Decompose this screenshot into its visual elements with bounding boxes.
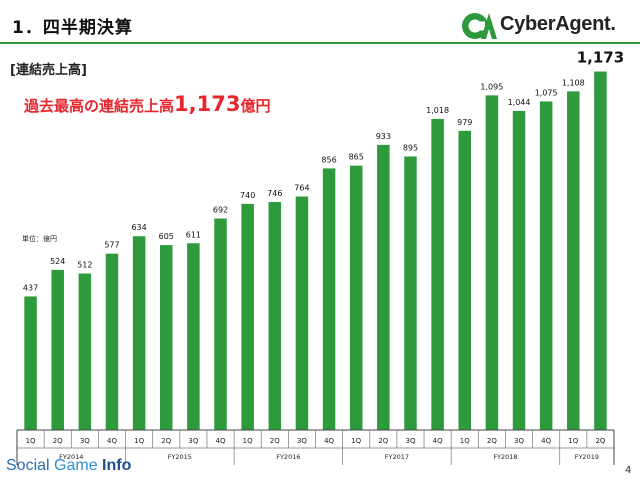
bar-value-label-18: 1,095	[480, 82, 503, 91]
bar-value-label-5: 634	[131, 223, 146, 232]
quarter-label-20: 4Q	[541, 437, 551, 445]
bar-4	[105, 253, 119, 430]
quarter-label-5: 1Q	[134, 437, 144, 445]
quarter-label-21: 1Q	[568, 437, 578, 445]
quarter-label-1: 1Q	[26, 437, 36, 445]
bar-value-label-11: 764	[294, 184, 309, 193]
quarter-label-11: 3Q	[297, 437, 307, 445]
bar-19	[512, 110, 526, 430]
bar-value-label-3: 512	[77, 261, 92, 270]
quarter-label-10: 2Q	[270, 437, 280, 445]
bar-18	[485, 95, 499, 431]
bar-value-label-12: 856	[321, 155, 336, 164]
quarter-label-13: 1Q	[351, 437, 361, 445]
bar-value-label-13: 865	[349, 153, 364, 162]
bar-1	[24, 296, 37, 430]
bar-6	[160, 245, 173, 430]
fy-label-5: FY2018	[493, 453, 517, 461]
bar-value-label-15: 895	[403, 143, 418, 152]
page-number: 4	[625, 465, 632, 476]
fy-label-4: FY2017	[385, 453, 409, 461]
bar-3	[78, 273, 92, 430]
cyberagent-logo: CyberAgent.	[460, 11, 632, 41]
unit-label: 単位：億円	[22, 235, 57, 243]
bar-17	[458, 130, 471, 430]
bar-5	[132, 236, 146, 430]
quarter-label-2: 2Q	[53, 437, 63, 445]
quarter-label-6: 2Q	[161, 437, 171, 445]
bar-value-label-20: 1,075	[535, 88, 558, 97]
fy-label-3: FY2016	[276, 453, 300, 461]
fy-label-1: FY2014	[59, 453, 83, 461]
bar-8	[214, 218, 227, 430]
quarter-label-19: 3Q	[514, 437, 524, 445]
bar-value-label-7: 611	[186, 230, 201, 239]
quarter-label-22: 2Q	[595, 437, 605, 445]
bar-value-label-9: 740	[240, 191, 255, 200]
quarter-label-12: 4Q	[324, 437, 334, 445]
quarter-label-4: 4Q	[107, 437, 117, 445]
bar-value-label-10: 746	[267, 189, 282, 198]
quarter-label-14: 2Q	[378, 437, 388, 445]
bar-12	[322, 168, 336, 430]
quarter-label-18: 2Q	[487, 437, 497, 445]
quarter-label-17: 1Q	[460, 437, 470, 445]
bar-11	[295, 196, 309, 430]
watermark-info: Info	[102, 457, 132, 474]
bar-22	[594, 71, 607, 431]
quarter-label-15: 3Q	[405, 437, 415, 445]
quarter-label-8: 4Q	[216, 437, 226, 445]
ca-logo-icon	[462, 13, 497, 39]
brand-name: CyberAgent.	[500, 13, 616, 35]
bar-value-label-2: 524	[50, 257, 65, 266]
bar-20	[539, 101, 553, 430]
headline-value: 1,173	[174, 92, 241, 116]
headline-prefix: 過去最高の連結売上高	[24, 97, 175, 115]
quarter-label-16: 4Q	[433, 437, 443, 445]
page-title: 1．四半期決算	[12, 18, 133, 38]
quarter-label-9: 1Q	[243, 437, 253, 445]
bar-value-label-1: 437	[23, 283, 38, 292]
watermark-game: Game	[54, 457, 103, 474]
bar-value-label-6: 605	[159, 232, 174, 241]
bar-10	[268, 202, 282, 430]
headline: 過去最高の連結売上高1,173億円	[24, 92, 270, 116]
bar-2	[51, 269, 64, 430]
bar-value-label-22: 1,173	[577, 49, 624, 67]
watermark: Social Game Info	[6, 457, 131, 475]
bar-15	[404, 156, 417, 430]
fy-label-2: FY2015	[168, 453, 192, 461]
fy-label-6: FY2019	[575, 453, 599, 461]
bar-value-label-16: 1,018	[426, 106, 449, 115]
quarter-label-3: 3Q	[80, 437, 90, 445]
bar-value-label-14: 933	[376, 132, 391, 141]
header-rule	[0, 42, 640, 44]
bar-21	[567, 91, 580, 430]
bar-16	[431, 118, 444, 430]
watermark-social: Social	[6, 457, 55, 474]
bar-value-label-17: 979	[457, 118, 472, 127]
bar-9	[241, 203, 254, 430]
bar-value-label-21: 1,108	[562, 78, 585, 87]
bar-value-label-4: 577	[104, 241, 119, 250]
headline-suffix: 億円	[240, 97, 271, 115]
bar-value-label-8: 692	[213, 206, 228, 215]
section-label: [連結売上高]	[10, 63, 87, 78]
bar-14	[377, 144, 390, 431]
quarter-label-7: 3Q	[188, 437, 198, 445]
bar-value-label-19: 1,044	[508, 98, 531, 107]
bar-7	[187, 243, 200, 430]
bar-13	[349, 165, 363, 430]
